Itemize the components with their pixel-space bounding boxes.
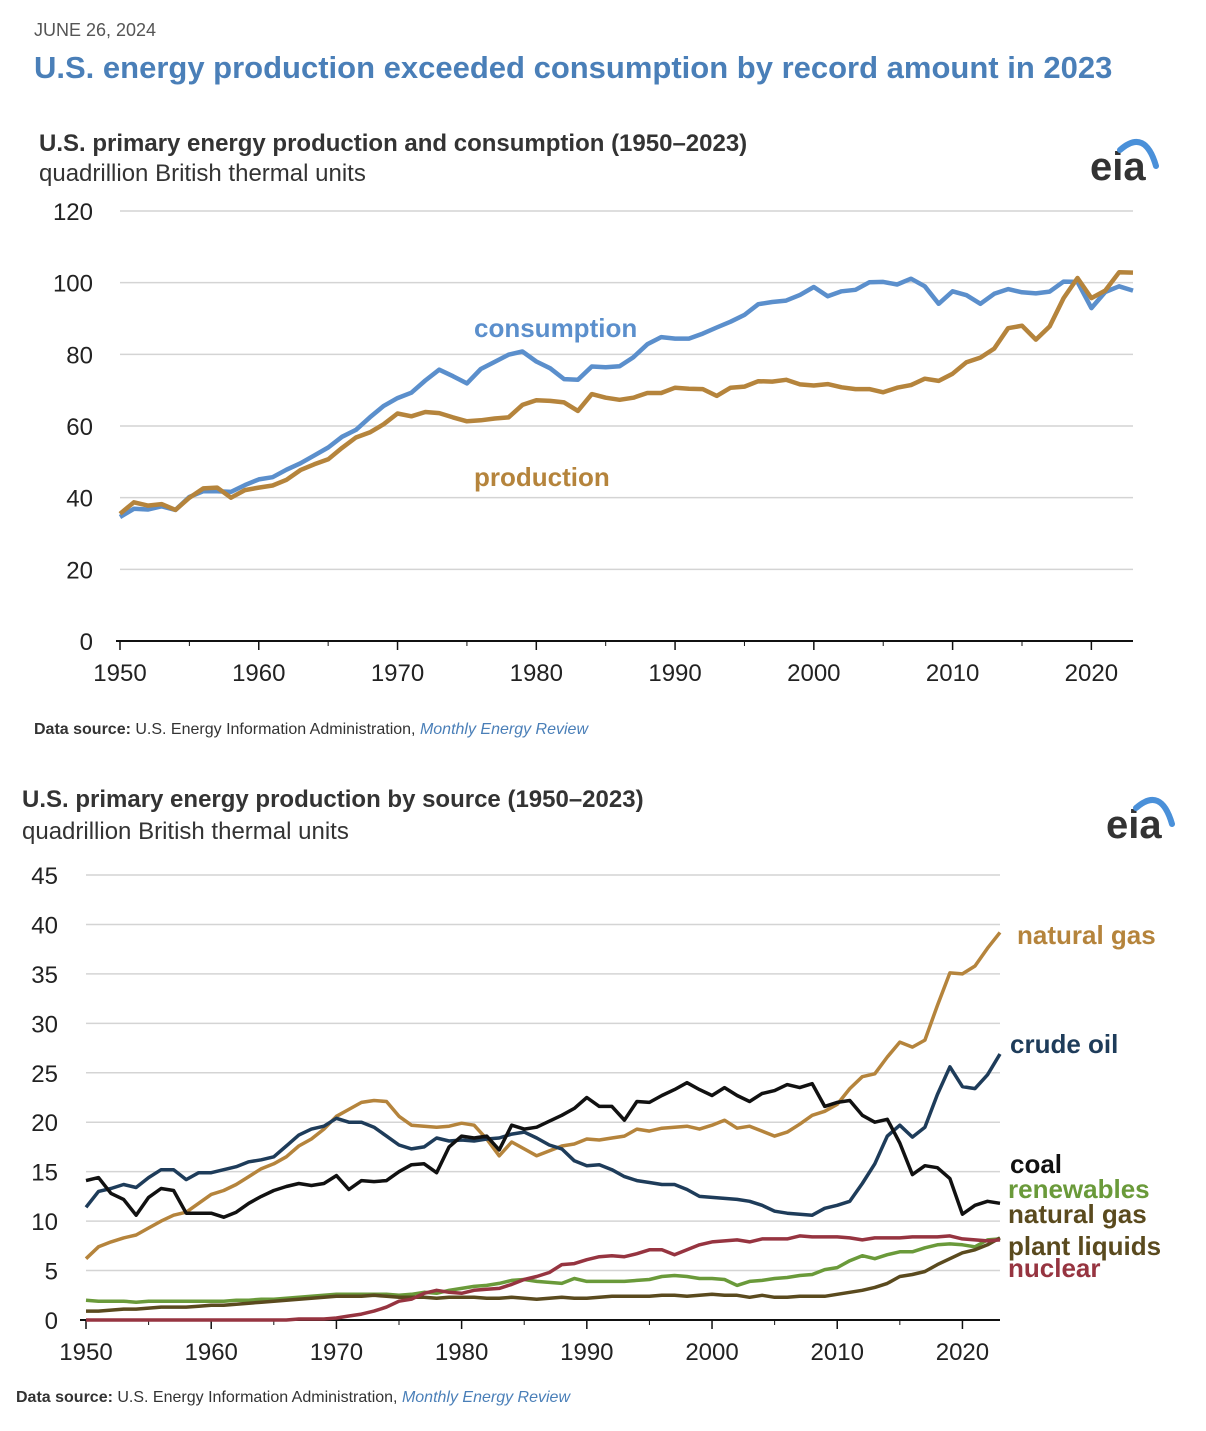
series-label: plant liquids	[1008, 1231, 1161, 1261]
series-label: production	[474, 462, 610, 492]
series-label: renewables	[1008, 1174, 1150, 1204]
x-tick-label: 2010	[811, 1339, 864, 1366]
series-label: coal	[1010, 1149, 1062, 1179]
y-tick-label: 100	[53, 271, 93, 298]
chart1-source: Data source: U.S. Energy Information Adm…	[34, 721, 588, 739]
series-label: natural gas	[1017, 920, 1156, 950]
source-text: U.S. Energy Information Administration,	[130, 721, 420, 738]
chart2-source: Data source: U.S. Energy Information Adm…	[16, 1389, 570, 1407]
logo-swoosh-icon	[1133, 796, 1175, 827]
source-link[interactable]: Monthly Energy Review	[419, 721, 589, 738]
x-tick-label: 2000	[685, 1339, 738, 1366]
x-tick-label: 1950	[59, 1339, 112, 1366]
x-tick-label: 2010	[926, 660, 979, 687]
source-link[interactable]: Monthly Energy Review	[401, 1389, 571, 1406]
x-tick-label: 1960	[232, 660, 285, 687]
y-tick-label: 10	[31, 1209, 58, 1236]
x-tick-label: 1970	[310, 1339, 363, 1366]
chart1-plot: 0 20 40 60 80 100 120 1950 1960 1970 1980 1990 2000 2…	[53, 138, 1159, 687]
logo-swoosh-icon	[1117, 138, 1159, 169]
chart2-title: U.S. primary energy production by source…	[22, 786, 644, 813]
y-tick-label: 45	[31, 863, 58, 890]
series-label: nuclear	[1008, 1253, 1101, 1283]
chart2-subtitle: quadrillion British thermal units	[22, 818, 349, 845]
x-tick-label: 1990	[648, 660, 701, 687]
source-text: U.S. Energy Information Administration,	[112, 1389, 402, 1406]
series-label: crude oil	[1010, 1029, 1118, 1059]
y-tick-label: 60	[66, 414, 93, 441]
series-line-renewables	[85, 1237, 1001, 1304]
x-tick-label: 1950	[93, 660, 146, 687]
y-tick-label: 40	[66, 486, 93, 513]
y-tick-label: 20	[66, 557, 93, 584]
series-line-natural-gas	[84, 931, 1002, 1260]
publication-date: JUNE 26, 2024	[34, 20, 157, 40]
x-tick-label: 1970	[371, 660, 424, 687]
y-tick-label: 40	[31, 912, 58, 939]
x-tick-label: 1980	[510, 660, 563, 687]
headline: U.S. energy production exceeded consumpt…	[34, 50, 1113, 85]
y-tick-label: 20	[31, 1110, 58, 1137]
series-label: consumption	[474, 313, 637, 343]
series-line-coal	[85, 1080, 1001, 1219]
x-tick-label: 2020	[936, 1339, 989, 1366]
series-line-natural-gas-plant-liquids	[86, 1236, 1001, 1313]
y-tick-label: 0	[80, 629, 93, 656]
x-tick-label: 1960	[185, 1339, 238, 1366]
source-label: Data source:	[34, 721, 131, 738]
y-tick-label: 15	[31, 1160, 58, 1187]
chart1-title: U.S. primary energy production and consu…	[39, 130, 748, 157]
y-tick-label: 30	[31, 1011, 58, 1038]
series-line-consumption	[118, 276, 1134, 519]
y-tick-label: 80	[66, 342, 93, 369]
y-tick-label: 35	[31, 962, 58, 989]
x-tick-label: 1990	[560, 1339, 613, 1366]
chart1-subtitle: quadrillion British thermal units	[39, 160, 366, 187]
y-tick-label: 120	[53, 199, 93, 226]
x-tick-label: 2000	[787, 660, 840, 687]
y-tick-label: 25	[31, 1061, 58, 1088]
y-tick-label: 5	[45, 1259, 58, 1286]
source-label: Data source:	[16, 1389, 113, 1406]
x-tick-label: 2020	[1065, 660, 1118, 687]
series-label: natural gas	[1008, 1199, 1147, 1229]
y-tick-label: 0	[45, 1308, 58, 1335]
series-line-production	[118, 270, 1134, 516]
x-tick-label: 1980	[435, 1339, 488, 1366]
series-line-nuclear	[86, 1234, 1001, 1322]
series-line-crude-oil	[84, 1053, 1002, 1217]
